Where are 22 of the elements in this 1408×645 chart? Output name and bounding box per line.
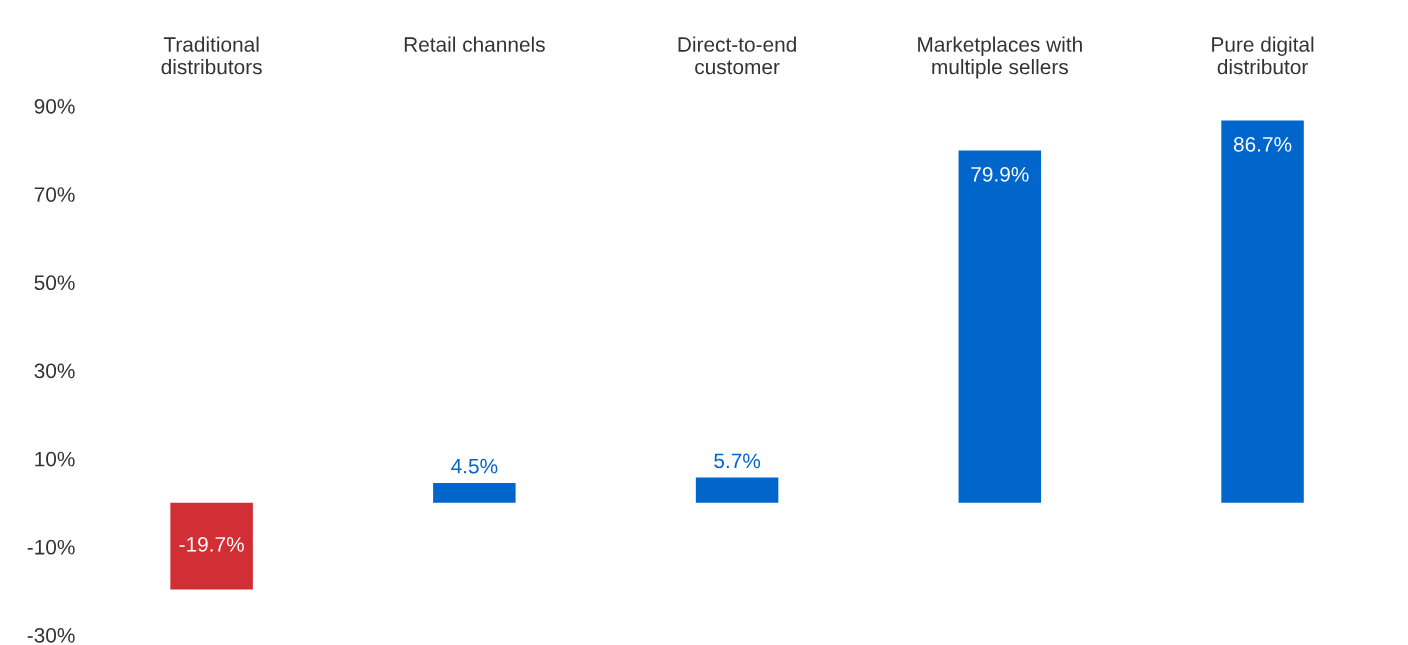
y-tick-label: 70%: [34, 187, 75, 202]
bar: [695, 477, 779, 503]
data-label: 79.9%: [971, 166, 1029, 182]
data-label: 5.7%: [714, 453, 761, 469]
y-tick-label: 90%: [34, 99, 75, 114]
y-tick-label: 30%: [34, 363, 75, 379]
data-label: 86.7%: [1233, 136, 1292, 152]
bar: [433, 482, 516, 503]
y-tick-label: 10%: [35, 451, 75, 467]
bar: [1221, 120, 1304, 503]
bar: [170, 502, 253, 590]
x-tick-label: Retail channels: [404, 36, 545, 52]
y-tick-label: 50%: [34, 275, 75, 291]
data-label: 4.5%: [451, 458, 498, 474]
x-tick-label: Traditional distributors: [161, 36, 262, 75]
y-tick-label: -30%: [27, 628, 75, 643]
data-label: -19.7%: [179, 537, 244, 552]
y-tick-label: -10%: [27, 539, 75, 555]
x-tick-label: Marketplaces with multiple sellers: [918, 36, 1082, 79]
x-tick-label: Direct-to-end customer: [678, 36, 796, 75]
bar: [958, 150, 1042, 503]
x-tick-label: Pure digital distributor: [1212, 36, 1314, 75]
